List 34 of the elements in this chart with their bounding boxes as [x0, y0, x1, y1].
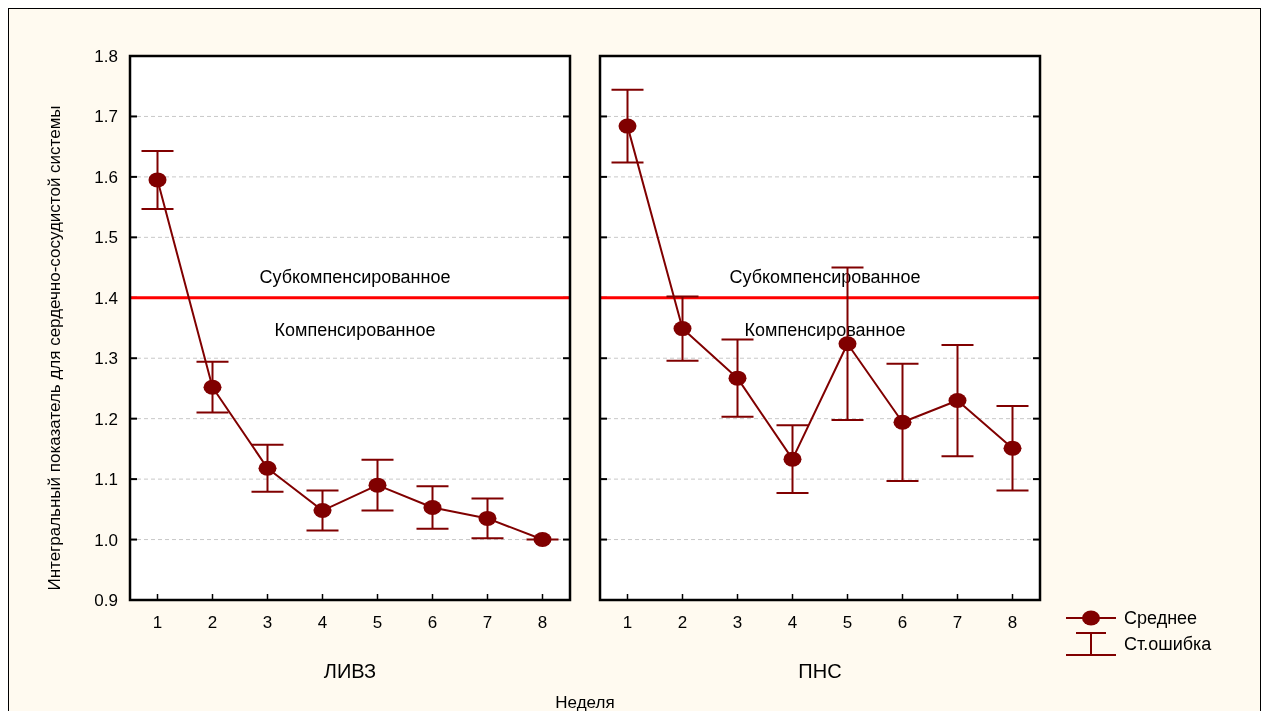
y-tick-label: 1.1 — [94, 470, 118, 490]
annotation: Субкомпенсированное — [259, 266, 451, 287]
x-tick-label: 2 — [677, 613, 688, 632]
text: Ст.ошибка — [1124, 634, 1213, 655]
y-tick-label: 1.6 — [94, 167, 118, 187]
y-tick-label: 1.3 — [94, 349, 118, 369]
x-tick-label: 2 — [207, 613, 218, 632]
x-tick-label: 8 — [537, 613, 548, 632]
x-tick-label: 6 — [427, 613, 438, 632]
x-tick-label: 5 — [842, 613, 853, 632]
x-tick-label: 7 — [482, 613, 493, 632]
legend-label: Среднее — [1124, 608, 1198, 629]
y-tick-label: 1.0 — [94, 530, 118, 550]
x-tick-label: 1 — [622, 613, 633, 632]
x-tick-label: 5 — [372, 613, 383, 632]
x-tick-label: 1 — [152, 613, 163, 632]
x-tick-label: 6 — [897, 613, 908, 632]
y-tick-label: 1.8 — [94, 46, 118, 66]
y-tick-label: 0.9 — [94, 590, 118, 610]
y-tick-label: 1.4 — [94, 288, 118, 308]
x-tick-label: 7 — [952, 613, 963, 632]
x-tick-label: 3 — [262, 613, 273, 632]
x-axis-title: Неделя — [555, 693, 615, 711]
y-tick-label: 1.2 — [94, 409, 118, 429]
y-tick-label: 1.7 — [94, 107, 118, 127]
y-axis-title: Интегральный показатель для сердечно-сосудистой системы — [45, 105, 64, 591]
text: ЛИВЗ — [323, 660, 377, 682]
annotation: Компенсированное — [274, 319, 436, 340]
y-tick-label: 1.5 — [94, 228, 118, 248]
text: ПНС — [798, 660, 842, 682]
x-tick-label: 3 — [732, 613, 743, 632]
x-tick-label: 4 — [787, 613, 798, 632]
x-tick-label: 8 — [1007, 613, 1018, 632]
x-tick-label: 4 — [317, 613, 328, 632]
